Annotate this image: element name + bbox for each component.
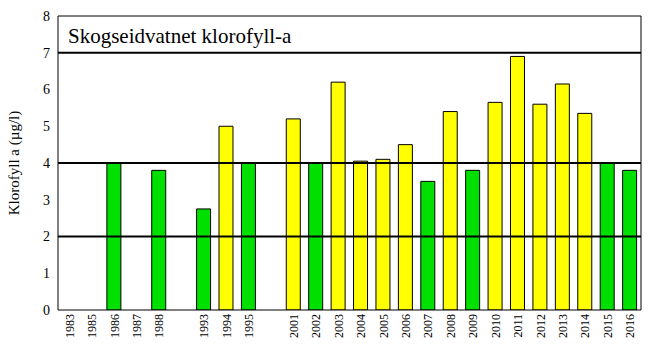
svg-text:2015: 2015 (601, 314, 615, 338)
svg-text:2011: 2011 (511, 314, 525, 338)
svg-text:2001: 2001 (287, 314, 301, 338)
html-text:Skogseidvatnet klorofyll-a: Skogseidvatnet klorofyll-a (68, 24, 292, 48)
svg-text:1983: 1983 (63, 314, 77, 338)
svg-text:1995: 1995 (242, 314, 256, 338)
svg-text:1: 1 (43, 266, 50, 281)
svg-text:8: 8 (43, 9, 50, 24)
svg-text:2010: 2010 (489, 314, 503, 338)
svg-text:Klorofyll a (µg/l): Klorofyll a (µg/l) (8, 111, 23, 215)
svg-text:2014: 2014 (578, 314, 592, 338)
svg-text:2009: 2009 (466, 314, 480, 338)
svg-text:1987: 1987 (130, 314, 144, 338)
svg-text:2: 2 (43, 229, 50, 244)
svg-text:1994: 1994 (220, 314, 234, 338)
svg-text:2004: 2004 (354, 314, 368, 338)
svg-text:1988: 1988 (152, 314, 166, 338)
svg-text:6: 6 (43, 82, 50, 97)
svg-text:0: 0 (43, 303, 50, 318)
svg-text:2003: 2003 (332, 314, 346, 338)
svg-text:2016: 2016 (623, 314, 637, 338)
svg-text:2006: 2006 (399, 314, 413, 338)
svg-text:7: 7 (43, 46, 50, 61)
svg-text:3: 3 (43, 193, 50, 208)
svg-text:2005: 2005 (377, 314, 391, 338)
svg-text:4: 4 (43, 156, 50, 171)
svg-text:2012: 2012 (534, 314, 548, 338)
svg-text:2013: 2013 (556, 314, 570, 338)
svg-text:5: 5 (43, 119, 50, 134)
svg-text:2002: 2002 (309, 314, 323, 338)
svg-text:1985: 1985 (85, 314, 99, 338)
svg-text:2007: 2007 (422, 314, 436, 338)
svg-text:2008: 2008 (444, 314, 458, 338)
svg-text:1986: 1986 (108, 314, 122, 338)
svg-text:1993: 1993 (197, 314, 211, 338)
